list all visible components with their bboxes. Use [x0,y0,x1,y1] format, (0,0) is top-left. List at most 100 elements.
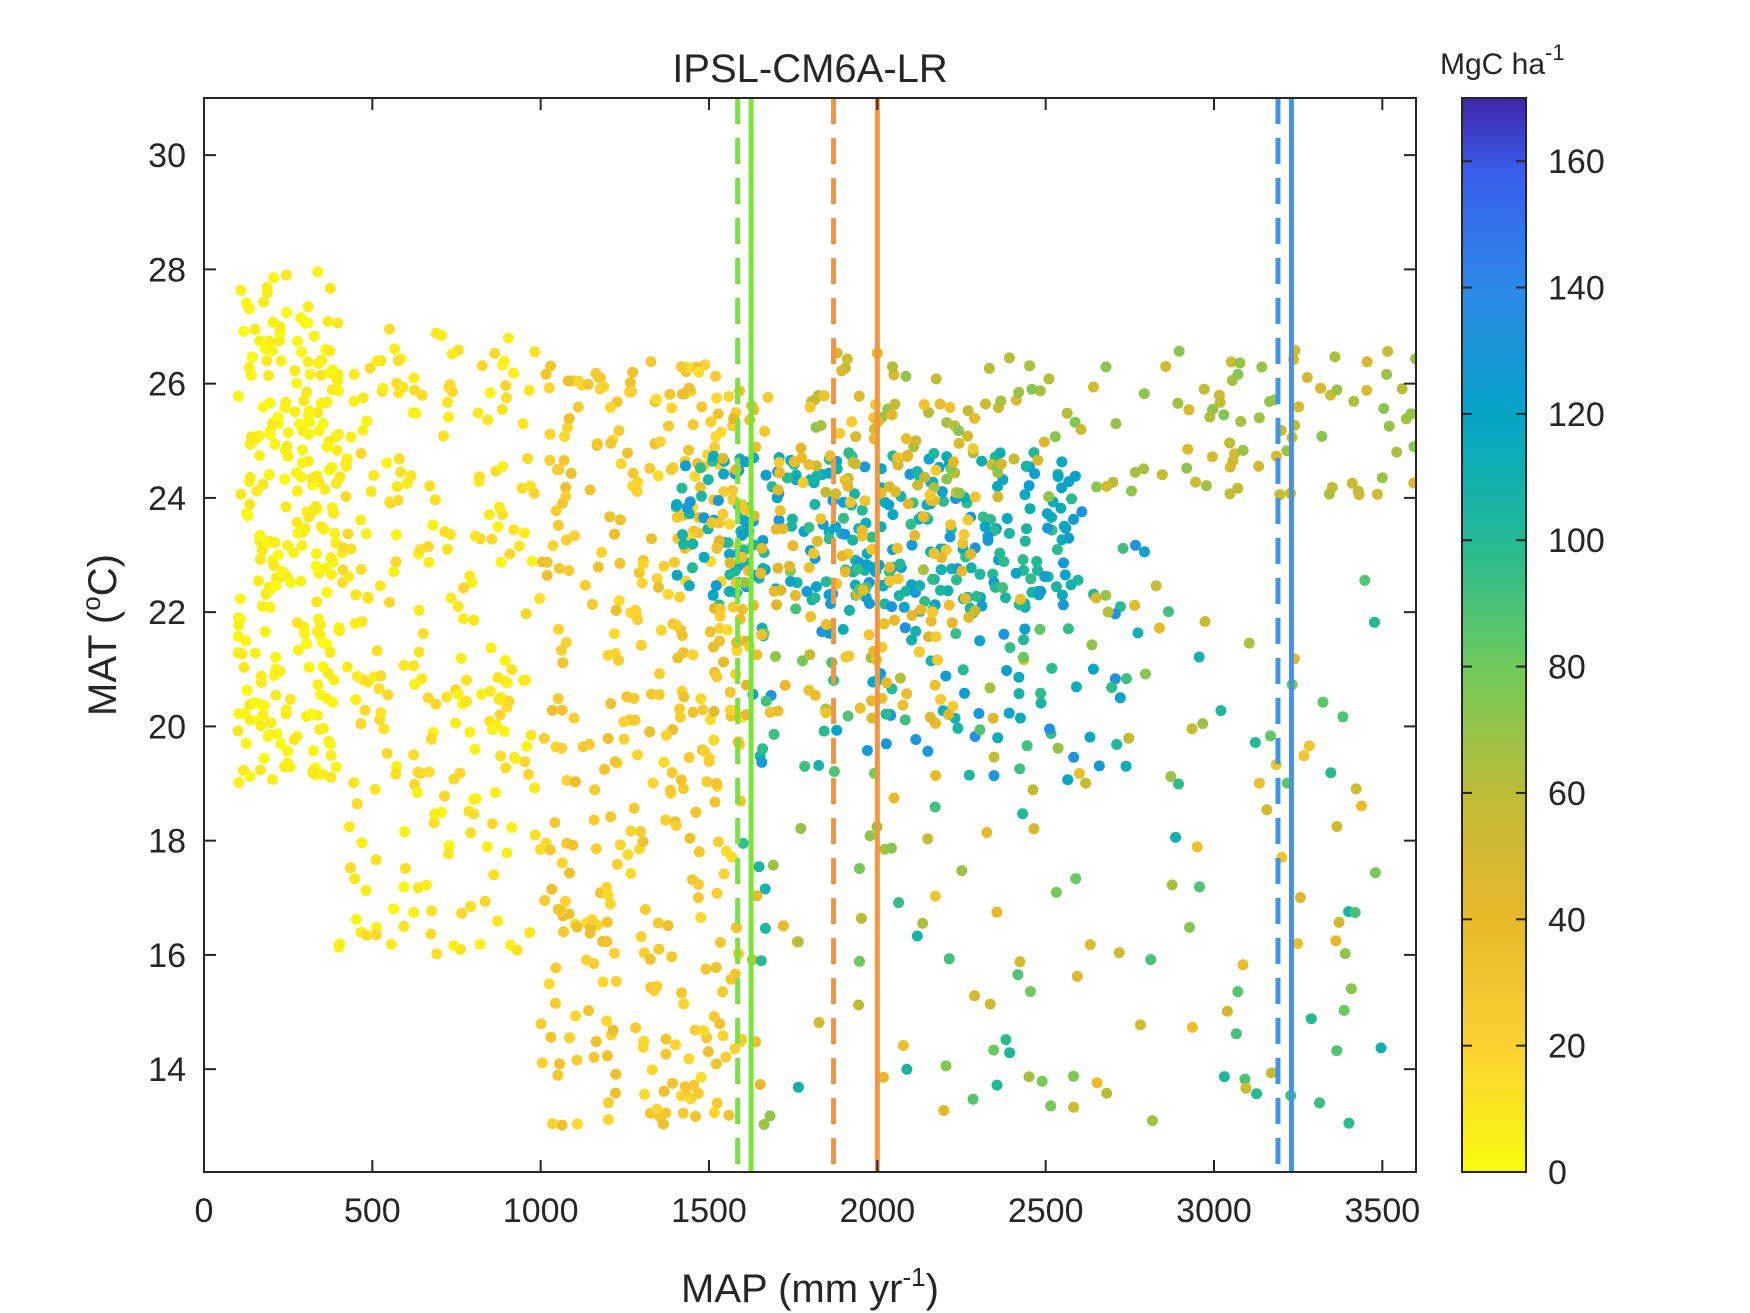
scatter-point [599,763,610,775]
scatter-point [1113,947,1125,959]
scatter-point [614,839,626,851]
scatter-point [771,599,782,611]
scatter-point [611,858,623,870]
scatter-point [977,511,989,523]
scatter-point [683,752,695,763]
scatter-point [683,1053,695,1065]
scatter-point [516,482,528,494]
scatter-point [411,787,423,798]
scatter-point [264,429,276,440]
scatter-point [594,383,606,395]
scatter-point [980,398,991,410]
colorbar-tick-label: 160 [1548,143,1605,181]
scatter-point [1172,397,1184,409]
scatter-point [1129,466,1141,478]
scatter-point [1032,564,1043,576]
scatter-point [564,1032,575,1044]
scatter-point [359,704,371,716]
scatter-point [543,382,555,394]
scatter-point [946,617,958,629]
scatter-point [351,670,363,682]
y-tick-label: 18 [148,823,186,861]
scatter-point [994,447,1006,459]
scatter-point [836,550,848,562]
scatter-point [1100,361,1112,373]
scatter-point [646,1064,658,1076]
scatter-point [254,450,266,462]
scatter-point [853,999,865,1011]
scatter-point [864,598,875,609]
scatter-point [672,652,684,664]
scatter-point [445,529,456,540]
scatter-point [1051,544,1063,555]
scatter-point [698,551,710,563]
scatter-point [711,1097,723,1109]
scatter-point [255,676,267,688]
scatter-point [856,525,868,536]
scatter-point [407,407,419,419]
scatter-point [296,346,308,358]
scatter-point [605,437,617,449]
scatter-point [1232,986,1244,998]
scatter-point [549,997,561,1009]
scatter-point [296,457,308,469]
scatter-point [238,325,250,337]
scatter-point [454,767,466,779]
scatter-point [902,498,914,510]
scatter-point [592,561,604,573]
scatter-point [423,766,435,778]
scatter-point [1292,938,1304,950]
x-tick-label: 3000 [1176,1192,1252,1230]
scatter-point [984,998,996,1010]
scatter-point [1023,480,1035,492]
scatter-point [624,377,636,389]
scatter-point [1224,437,1236,449]
scatter-point [488,869,500,881]
scatter-point [1035,585,1047,597]
scatter-point [374,580,386,592]
scatter-point [841,353,853,365]
scatter-point [546,883,558,895]
scatter-point [324,738,336,750]
scatter-point [1014,956,1026,968]
scatter-point [521,740,533,752]
scatter-point [385,938,397,950]
scatter-point [995,458,1007,470]
scatter-point [1032,454,1044,466]
scatter-point [889,614,900,626]
scatter-point [760,695,772,707]
scatter-point [692,892,704,904]
scatter-point [441,396,453,408]
y-tick-label: 20 [148,708,186,746]
scatter-point [979,521,991,533]
scatter-point [556,742,568,754]
scatter-point [777,920,789,932]
scatter-point [1028,823,1040,835]
scatter-point [1230,1028,1242,1040]
colorbar-tick-label: 100 [1548,522,1605,560]
scatter-point [1156,469,1168,481]
scatter-point [1084,731,1096,743]
scatter-point [930,464,942,476]
scatter-point [321,692,333,704]
scatter-point [341,453,353,465]
scatter-point [1057,599,1069,611]
scatter-point [759,425,771,437]
scatter-point [720,1051,732,1063]
scatter-point [658,756,670,768]
scatter-point [830,488,842,500]
scatter-point [852,563,864,575]
scatter-point [846,416,858,428]
scatter-point [556,704,568,716]
scatter-point [795,823,807,834]
scatter-point [355,514,367,526]
scatter-point [392,355,404,367]
scatter-point [499,655,511,667]
scatter-point [590,843,602,855]
scatter-point [906,634,918,646]
scatter-point [325,552,337,564]
scatter-point [935,564,947,576]
colorbar-tick-label: 140 [1548,270,1605,308]
scatter-point [1378,403,1390,414]
scatter-point [608,628,620,640]
